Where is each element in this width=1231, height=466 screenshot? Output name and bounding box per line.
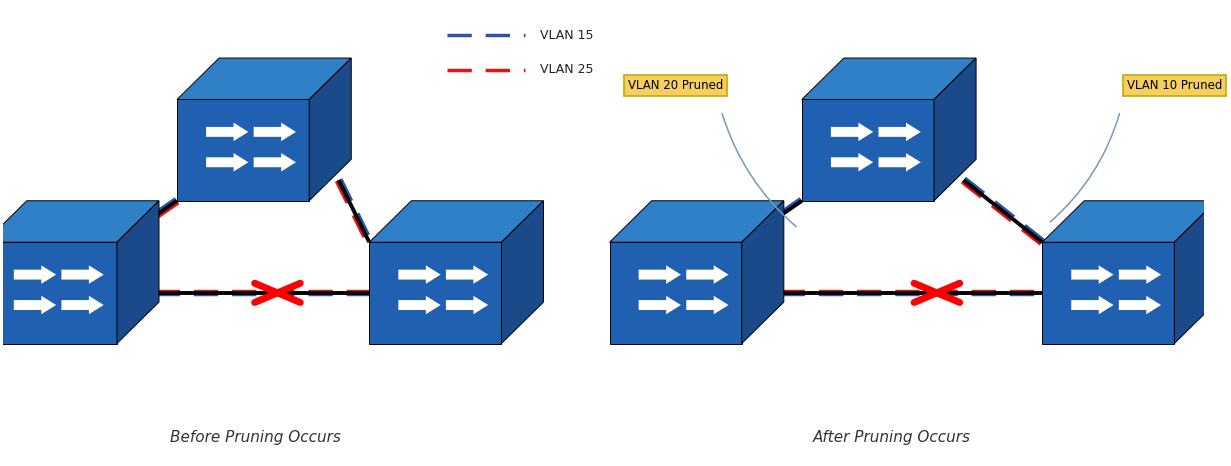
Polygon shape — [177, 58, 351, 99]
Text: VLAN 10 Pruned: VLAN 10 Pruned — [1126, 79, 1222, 92]
Polygon shape — [831, 123, 873, 141]
Polygon shape — [1174, 201, 1216, 343]
Polygon shape — [14, 266, 57, 284]
Polygon shape — [62, 296, 103, 314]
Polygon shape — [1043, 201, 1216, 242]
Polygon shape — [117, 201, 159, 343]
Polygon shape — [609, 201, 784, 242]
Polygon shape — [254, 153, 295, 171]
Polygon shape — [254, 123, 295, 141]
Polygon shape — [369, 201, 544, 242]
Polygon shape — [801, 58, 976, 99]
Polygon shape — [1071, 266, 1114, 284]
Polygon shape — [206, 153, 249, 171]
Polygon shape — [639, 266, 681, 284]
Text: After Pruning Occurs: After Pruning Occurs — [812, 431, 971, 445]
Polygon shape — [801, 99, 934, 201]
Text: VLAN 25: VLAN 25 — [540, 63, 593, 76]
Polygon shape — [0, 201, 159, 242]
Polygon shape — [879, 153, 921, 171]
Text: VLAN 20 Pruned: VLAN 20 Pruned — [628, 79, 724, 92]
Polygon shape — [879, 123, 921, 141]
Polygon shape — [399, 296, 441, 314]
Polygon shape — [934, 58, 976, 201]
Polygon shape — [62, 266, 103, 284]
Polygon shape — [1071, 296, 1114, 314]
Polygon shape — [686, 266, 729, 284]
Polygon shape — [501, 201, 544, 343]
Text: VLAN 15: VLAN 15 — [540, 28, 593, 41]
Polygon shape — [831, 153, 873, 171]
Polygon shape — [177, 99, 309, 201]
Polygon shape — [1119, 296, 1161, 314]
Polygon shape — [742, 201, 784, 343]
Polygon shape — [309, 58, 351, 201]
Polygon shape — [609, 242, 742, 343]
Polygon shape — [686, 296, 729, 314]
Text: Before Pruning Occurs: Before Pruning Occurs — [170, 431, 341, 445]
Polygon shape — [446, 296, 489, 314]
Polygon shape — [1043, 242, 1174, 343]
Polygon shape — [0, 242, 117, 343]
Polygon shape — [399, 266, 441, 284]
Polygon shape — [206, 123, 249, 141]
Polygon shape — [446, 266, 489, 284]
Polygon shape — [639, 296, 681, 314]
Polygon shape — [1119, 266, 1161, 284]
Polygon shape — [369, 242, 501, 343]
Polygon shape — [14, 296, 57, 314]
